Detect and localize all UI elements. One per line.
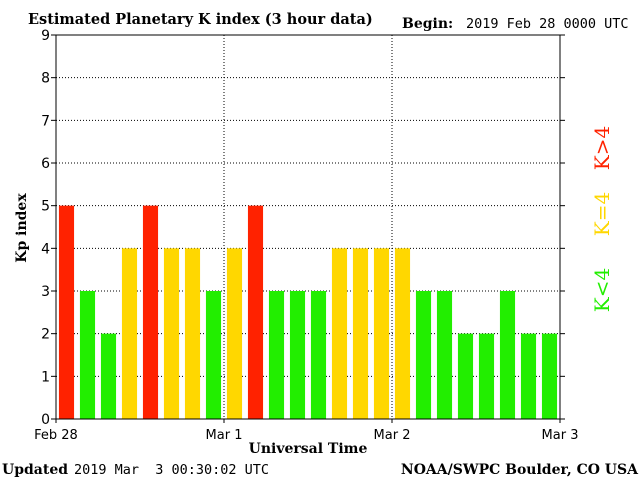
x-tick-label: Mar 2: [374, 428, 411, 443]
kp-bar: [100, 333, 117, 419]
kp-bar: [310, 291, 327, 419]
x-tick-label: Feb 28: [34, 428, 78, 443]
kp-bar: [58, 205, 75, 419]
plot-area: 0 1 2 3 4 5 6 7 8 9 Feb 28 Mar 1 Mar 2 Mar 3: [34, 28, 578, 443]
y-tick-label: 6: [41, 156, 50, 172]
kp-bar: [373, 248, 390, 419]
y-tick-label: 7: [41, 113, 50, 129]
x-tick-label: Mar 3: [542, 428, 579, 443]
begin-value: 2019 Feb 28 0000 UTC: [466, 16, 629, 32]
kp-bar: [142, 205, 159, 419]
kp-bar: [79, 291, 96, 419]
y-axis-label: Kp index: [14, 193, 30, 263]
kp-bar: [205, 291, 222, 419]
kp-bar: [415, 291, 432, 419]
kp-bar: [394, 248, 411, 419]
source-credit: NOAA/SWPC Boulder, CO USA: [401, 462, 639, 478]
y-tick-label: 5: [41, 199, 50, 215]
y-tick-label: 3: [41, 284, 50, 300]
updated-label: Updated: [2, 462, 68, 478]
x-axis-label: Universal Time: [249, 441, 368, 457]
kp-bar: [541, 333, 558, 419]
y-tick-label: 8: [41, 71, 50, 87]
y-tick-label: 0: [41, 412, 50, 428]
kp-bar: [289, 291, 306, 419]
chart-title: Estimated Planetary K index (3 hour data…: [28, 11, 373, 28]
y-tick-label: 9: [41, 28, 50, 44]
kp-bar: [163, 248, 180, 419]
kp-bar: [436, 291, 453, 419]
kp-bar: [457, 333, 474, 419]
kp-bar: [478, 333, 495, 419]
plot-frame: [55, 34, 561, 420]
legend-k-below-4: K<4: [590, 268, 614, 312]
updated-value: 2019 Mar 3 00:30:02 UTC: [74, 462, 269, 478]
kp-bar: [247, 205, 264, 419]
y-tick-label: 2: [41, 327, 50, 343]
kp-bar: [499, 291, 516, 419]
kp-bar: [520, 333, 537, 419]
kp-bar: [268, 291, 285, 419]
y-tick-label: 1: [41, 369, 50, 385]
kp-bar: [226, 248, 243, 419]
x-tick-label: Mar 1: [206, 428, 243, 443]
legend-k-above-4: K>4: [590, 126, 614, 170]
kp-bar: [331, 248, 348, 419]
kp-bar: [184, 248, 201, 419]
kp-bar: [352, 248, 369, 419]
y-tick-label: 4: [41, 241, 50, 257]
kp-bar: [121, 248, 138, 419]
legend-k-equal-4: K=4: [590, 192, 614, 236]
begin-label: Begin:: [402, 16, 453, 32]
